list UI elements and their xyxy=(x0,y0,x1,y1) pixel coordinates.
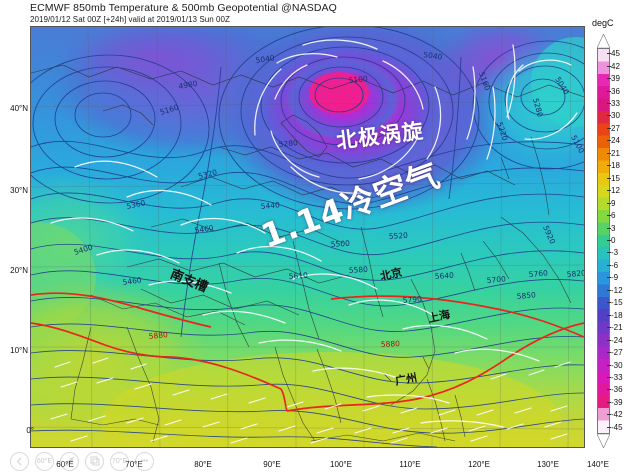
colorbar-tick: 42 xyxy=(607,62,637,71)
colorbar-tick: -24 xyxy=(607,336,637,345)
colorbar-tick: -6 xyxy=(607,261,637,270)
colorbar-tick: -39 xyxy=(607,398,637,407)
lon-label-100e: 100°E xyxy=(330,460,352,469)
copy-icon[interactable] xyxy=(85,451,104,471)
lat-label-20n: 20°N xyxy=(10,266,28,275)
colorbar-tick: 33 xyxy=(607,100,637,108)
svg-text:5040: 5040 xyxy=(255,53,275,65)
svg-text:5520: 5520 xyxy=(389,231,409,241)
svg-text:5850: 5850 xyxy=(516,290,536,301)
svg-text:5360: 5360 xyxy=(126,198,147,211)
colorbar-tick: 21 xyxy=(607,149,637,158)
lon-label-90e: 90°E xyxy=(263,460,281,469)
lon-label-70e: 70°E xyxy=(125,460,143,469)
colorbar-tick: -21 xyxy=(607,324,637,332)
colorbar-tick: 0 xyxy=(607,237,637,245)
svg-text:5440: 5440 xyxy=(260,200,280,211)
svg-text:5040: 5040 xyxy=(423,50,443,62)
svg-text:5580: 5580 xyxy=(349,265,369,275)
colorbar-tick: 30 xyxy=(607,112,637,120)
more-icon[interactable]: ••• xyxy=(135,451,154,471)
bottom-overlay-toolbar[interactable]: 60°E 70°E ••• xyxy=(10,450,154,472)
colorbar-unit-label: degC xyxy=(592,18,614,28)
lat-label-10n: 10°N xyxy=(10,346,28,355)
colorbar-tick: 27 xyxy=(607,124,637,133)
lat-label-40n: 40°N xyxy=(10,104,28,113)
colorbar-tick: -18 xyxy=(607,311,637,320)
map-plot-area[interactable]: 5040 4980 5100 5040 5160 5220 5280 5040 … xyxy=(30,26,585,448)
colorbar-tick: 39 xyxy=(607,75,637,83)
wind-barbs-layer xyxy=(50,39,578,444)
colorbar-tick: -42 xyxy=(607,411,637,419)
colorbar-tick: -45 xyxy=(607,423,637,432)
colorbar-tick: -30 xyxy=(607,361,637,370)
svg-text:5500: 5500 xyxy=(331,239,351,249)
colorbar-top-arrow xyxy=(597,34,610,48)
svg-text:5640: 5640 xyxy=(435,271,455,281)
map-svg: 5040 4980 5100 5040 5160 5220 5280 5040 … xyxy=(31,27,584,447)
lon-label-110e: 110°E xyxy=(399,460,421,469)
lon-60e-overlay-label[interactable]: 60°E xyxy=(35,451,54,471)
geopotential-contours xyxy=(31,27,584,447)
colorbar-tick: -27 xyxy=(607,349,637,357)
colorbar-tick: 45 xyxy=(607,50,637,58)
graticule-layer xyxy=(31,27,584,447)
lon-70e-overlay-label[interactable]: 70°E xyxy=(110,451,129,471)
colorbar-tick: 36 xyxy=(607,87,637,96)
red-5880-contour xyxy=(31,292,584,412)
pen-slash-icon[interactable] xyxy=(60,451,79,471)
colorbar-tick: -36 xyxy=(607,386,637,394)
chart-header: ECMWF 850mb Temperature & 500mb Geopoten… xyxy=(30,2,450,25)
colorbar-tick: 12 xyxy=(607,187,637,195)
svg-text:5280: 5280 xyxy=(278,138,298,149)
lat-label-0: 0° xyxy=(26,426,34,435)
colorbar-tick: -9 xyxy=(607,274,637,282)
svg-text:5100: 5100 xyxy=(348,74,368,85)
svg-text:5760: 5760 xyxy=(528,268,548,279)
colorbar: degC 45 42 39 36 33 30 27 24 21 18 15 12 9 6 3 0 -3 -6 -9-… xyxy=(588,18,640,458)
chart-subtitle: 2019/01/12 Sat 00Z [+24h] valid at 2019/… xyxy=(30,15,230,24)
svg-text:5790: 5790 xyxy=(402,294,422,305)
svg-text:5610: 5610 xyxy=(289,271,309,281)
colorbar-tick: 6 xyxy=(607,212,637,220)
lon-label-120e: 120°E xyxy=(468,460,490,469)
lon-label-140e: 140°E xyxy=(587,460,609,469)
colorbar-tick: 18 xyxy=(607,162,637,170)
back-icon[interactable] xyxy=(10,451,29,471)
lat-label-30n: 30°N xyxy=(10,186,28,195)
colorbar-tick: -3 xyxy=(607,249,637,257)
lon-label-130e: 130°E xyxy=(537,460,559,469)
svg-text:5460: 5460 xyxy=(194,223,214,235)
colorbar-bottom-arrow xyxy=(597,434,610,448)
coastlines-layer xyxy=(31,64,584,443)
page-title: ECMWF 850mb Temperature & 500mb Geopoten… xyxy=(30,2,337,14)
colorbar-tick: 24 xyxy=(607,137,637,145)
colorbar-gradient xyxy=(597,48,610,434)
svg-text:5460: 5460 xyxy=(122,275,142,287)
colorbar-tick: -12 xyxy=(607,286,637,295)
colorbar-tick: 15 xyxy=(607,174,637,183)
svg-text:5880: 5880 xyxy=(381,339,401,349)
lon-label-80e: 80°E xyxy=(194,460,212,469)
svg-text:4980: 4980 xyxy=(178,79,199,91)
colorbar-tick: 9 xyxy=(607,199,637,208)
svg-text:5880: 5880 xyxy=(148,330,168,341)
svg-text:5700: 5700 xyxy=(486,274,506,285)
svg-text:5820: 5820 xyxy=(566,268,584,279)
colorbar-tick: -33 xyxy=(607,373,637,382)
colorbar-tick: 3 xyxy=(607,224,637,233)
colorbar-tick: -15 xyxy=(607,299,637,307)
